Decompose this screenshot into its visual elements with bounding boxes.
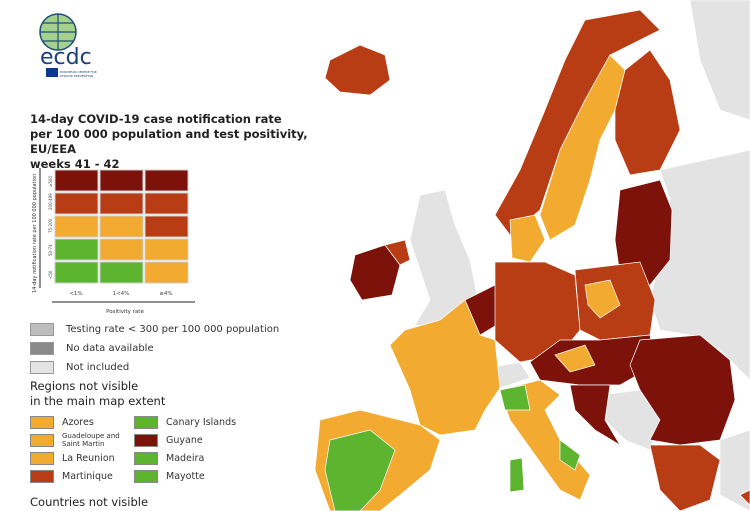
y-axis-label: 14-day notification rate per 100 000 pop… xyxy=(32,174,38,293)
col-label: 1<4% xyxy=(113,291,130,297)
matrix-cell xyxy=(144,169,189,192)
legend-swatch xyxy=(30,342,54,355)
countries-title: Countries not visible xyxy=(30,495,149,510)
legend-swatch xyxy=(30,469,54,483)
legend-swatch xyxy=(30,323,54,336)
region-denmark xyxy=(509,214,546,263)
matrix-cell xyxy=(99,169,144,192)
region-france xyxy=(389,299,501,436)
svg-text:EUROPEAN CENTRE FOR: EUROPEAN CENTRE FOR xyxy=(60,70,97,74)
legend-swatch xyxy=(134,415,158,429)
matrix-cell xyxy=(54,192,99,215)
region-poland-orange xyxy=(584,279,621,319)
region-label: La Reunion xyxy=(62,452,115,464)
region-legend-item: Azores xyxy=(30,413,134,431)
legend-swatch xyxy=(134,451,158,465)
region-legend-item: Martinique xyxy=(30,467,134,485)
region-italy-green-south xyxy=(559,439,581,471)
matrix-cell xyxy=(144,215,189,238)
regions-title-line-2: in the main map extent xyxy=(30,394,166,408)
region-label: Guyane xyxy=(166,434,203,446)
region-cyprus xyxy=(739,489,750,506)
row-label: <50 xyxy=(48,270,53,279)
region-label: Canary Islands xyxy=(166,416,237,428)
legend-label: Not included xyxy=(66,362,130,373)
title-line-1: 14-day COVID-19 case notification rate xyxy=(30,112,282,126)
row-label: 200-499 xyxy=(48,193,53,210)
x-axis-label: Positivity rate xyxy=(106,309,144,315)
matrix-cell xyxy=(99,261,144,284)
region-legend-item: Canary Islands xyxy=(134,413,244,431)
svg-text:ecdc: ecdc xyxy=(40,45,92,70)
region-finland xyxy=(614,49,681,176)
matrix-cell xyxy=(54,238,99,261)
legend: Testing rate < 300 per 100 000 populatio… xyxy=(30,320,279,485)
region-label: Madeira xyxy=(166,452,205,464)
legend-swatch xyxy=(30,433,54,447)
region-label: Azores xyxy=(62,416,94,428)
region-greece xyxy=(649,444,721,511)
row-label: ≥500 xyxy=(48,176,53,187)
ecdc-logo: ecdc EUROPEAN CENTRE FOR DISEASE PREVENT… xyxy=(28,10,108,82)
region-label: Mayotte xyxy=(166,470,205,482)
region-turkey xyxy=(719,429,750,511)
region-austria-orange xyxy=(554,344,596,373)
matrix-cell xyxy=(144,238,189,261)
region-legend-item: Madeira xyxy=(134,449,244,467)
legend-swatch xyxy=(30,415,54,429)
matrix-cell xyxy=(54,215,99,238)
region-croatia xyxy=(569,384,621,446)
legend-matrix: ≥500 200-499 75-200 50-74 <50 <1% 1<4% ≥4% 14-da… xyxy=(32,168,195,315)
region-legend-item: La Reunion xyxy=(30,449,134,467)
region-northern-ireland xyxy=(384,239,411,266)
title-line-2: per 100 000 population and test positivi… xyxy=(30,127,308,156)
legend-item: No data available xyxy=(30,339,279,358)
regions-title: Regions not visible in the main map exte… xyxy=(30,379,279,409)
region-legend-item: Mayotte xyxy=(134,467,244,485)
region-legend-item: Guadeloupe and Saint Martin xyxy=(30,431,134,449)
legend-swatch xyxy=(30,451,54,465)
legend-swatch xyxy=(134,433,158,447)
region-legend-item: Guyane xyxy=(134,431,244,449)
legend-label: Testing rate < 300 per 100 000 populatio… xyxy=(66,324,280,335)
matrix-cell xyxy=(54,261,99,284)
legend-label: No data available xyxy=(66,343,154,354)
row-label: 75-200 xyxy=(48,218,53,233)
region-baltics xyxy=(614,179,673,286)
regions-title-line-1: Regions not visible xyxy=(30,379,139,393)
matrix-cell xyxy=(144,192,189,215)
legend-swatch xyxy=(30,361,54,374)
svg-text:DISEASE PREVENTION: DISEASE PREVENTION xyxy=(60,74,93,78)
ecdc-globe-icon: ecdc EUROPEAN CENTRE FOR DISEASE PREVENT… xyxy=(39,13,97,78)
region-norway xyxy=(494,9,661,236)
region-italy-green xyxy=(499,384,531,411)
matrix-cell xyxy=(99,238,144,261)
region-label: Guadeloupe and Saint Martin xyxy=(62,432,120,448)
region-spain-green xyxy=(324,429,396,511)
matrix-cell xyxy=(54,169,99,192)
legend-swatch xyxy=(134,469,158,483)
col-label: <1% xyxy=(69,291,82,297)
row-label: 50-74 xyxy=(48,244,53,256)
region-label: Martinique xyxy=(62,470,113,482)
legend-item: Not included xyxy=(30,358,279,377)
matrix-cell xyxy=(99,215,144,238)
region-iceland xyxy=(324,44,391,96)
col-label: ≥4% xyxy=(159,291,172,297)
title-line-3: weeks 41 - 42 xyxy=(30,157,120,171)
legend-item: Testing rate < 300 per 100 000 populatio… xyxy=(30,320,279,339)
matrix-cell xyxy=(144,261,189,284)
region-greenland-russia-north xyxy=(689,0,750,121)
matrix-cell xyxy=(99,192,144,215)
map-title: 14-day COVID-19 case notification rate p… xyxy=(30,112,340,172)
region-sardinia xyxy=(509,457,525,493)
